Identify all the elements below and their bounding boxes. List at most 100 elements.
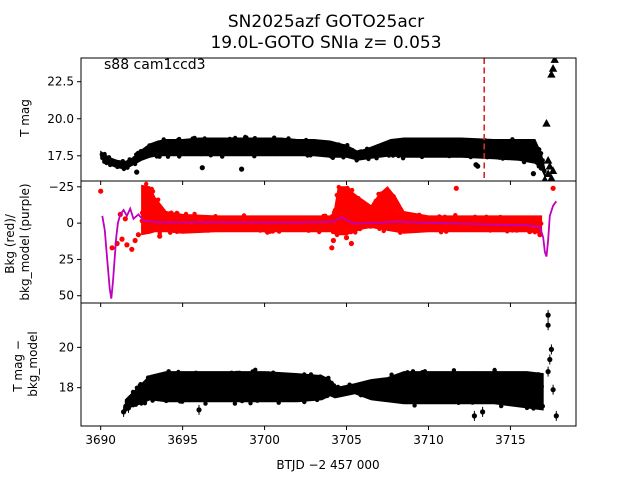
top-panel-data-point xyxy=(189,149,194,154)
top-panel-data-point xyxy=(363,148,369,154)
bottom-panel-data-point xyxy=(314,397,320,403)
top-panel-data-point xyxy=(161,137,166,142)
middle-panel-bkg-point xyxy=(141,226,146,231)
middle-panel-bkg-point xyxy=(345,228,350,233)
bottom-panel-data-point xyxy=(537,377,542,382)
bottom-panel-data-point xyxy=(498,384,503,389)
middle-panel-bkg-point xyxy=(148,196,153,201)
middle-panel-bkg-point xyxy=(397,221,403,227)
bottom-panel-data-point xyxy=(465,373,470,378)
bottom-panel-data-point xyxy=(140,389,145,394)
bottom-panel-xlabel: BTJD −2 457 000 xyxy=(276,458,379,472)
middle-panel-bkg-point xyxy=(442,214,448,219)
middle-panel-bkg-point xyxy=(266,215,272,221)
bottom-panel-data-point xyxy=(266,371,271,376)
bottom-panel-data-point xyxy=(326,384,331,390)
middle-panel-bkg-point xyxy=(357,226,363,232)
bottom-panel-data-point xyxy=(297,389,302,394)
middle-panel-bkg-point xyxy=(460,226,465,232)
top-panel-data-point xyxy=(312,151,317,156)
middle-panel-background: −25 0 25 50 Bkg (red)/ bkg_model (purple) xyxy=(3,180,577,307)
middle-panel-bkg-point xyxy=(208,216,213,221)
middle-panel-bkg-point xyxy=(364,218,369,223)
top-panel-data-point xyxy=(526,149,531,154)
bottom-panel-data-point xyxy=(177,399,183,404)
bottom-panel-data-point xyxy=(388,383,394,388)
top-panel-data-point xyxy=(142,152,147,158)
bottom-panel-xtick-label: 3715 xyxy=(495,433,526,447)
top-panel-data-point xyxy=(296,151,301,157)
middle-panel-bkg-point xyxy=(339,220,344,225)
top-panel-data-point xyxy=(102,151,107,157)
bottom-panel-data-point xyxy=(499,403,504,409)
bottom-panel-data-point xyxy=(451,368,457,373)
top-panel-data-point xyxy=(303,137,309,143)
middle-panel-bkg-point xyxy=(356,216,361,222)
top-panel-upper-limit-marker xyxy=(543,156,553,164)
bottom-panel-data-point xyxy=(198,387,204,393)
bottom-panel-data-point xyxy=(532,383,537,388)
middle-panel-bkg-point xyxy=(312,217,317,222)
middle-panel-bkg-point xyxy=(391,194,396,199)
top-panel-data-point xyxy=(243,140,248,145)
middle-panel-bkg-point xyxy=(175,211,180,216)
bottom-panel-data-point xyxy=(311,393,316,398)
middle-panel-bkg-point xyxy=(235,224,241,229)
middle-panel-ylabel-line: bkg_model (purple) xyxy=(18,183,32,300)
top-panel-data-point xyxy=(329,154,334,159)
top-panel-data-point xyxy=(286,136,291,141)
middle-panel-bkg-point xyxy=(346,213,352,219)
top-panel-plot-area xyxy=(99,58,559,181)
middle-panel-bkg-point xyxy=(531,220,536,225)
top-panel-data-point xyxy=(309,144,315,150)
bottom-panel-data-point xyxy=(175,391,180,396)
top-panel-data-point xyxy=(526,141,532,147)
middle-panel-ylabel-line: Bkg (red)/ xyxy=(3,213,17,274)
middle-panel-bkg-point xyxy=(352,200,357,205)
bottom-panel-data-point xyxy=(539,384,544,389)
bottom-panel-data-point xyxy=(263,380,269,385)
top-panel-data-point xyxy=(208,137,213,143)
top-panel-ytick-label: 17.5 xyxy=(47,149,74,163)
top-panel-data-point xyxy=(352,149,357,154)
middle-panel-bkg-point xyxy=(550,185,556,191)
top-panel-data-point xyxy=(395,148,400,153)
middle-panel-bkg-point xyxy=(154,214,160,219)
bottom-panel-data-point xyxy=(418,378,423,383)
middle-panel-bkg-point xyxy=(329,245,335,251)
bottom-panel-data-point xyxy=(494,370,499,376)
middle-panel-bkg-point xyxy=(399,207,404,213)
bottom-panel-data-point xyxy=(286,389,292,394)
middle-panel-bkg-point xyxy=(358,206,363,211)
middle-panel-bkg-point xyxy=(306,228,311,233)
top-panel-data-point xyxy=(197,137,202,143)
bottom-panel-data-point xyxy=(298,396,303,401)
bottom-panel-data-point xyxy=(260,388,265,394)
bottom-panel-data-point xyxy=(484,384,489,389)
bottom-panel-data-point xyxy=(337,388,342,394)
middle-panel-bkg-point xyxy=(348,240,354,247)
bottom-panel-data-point xyxy=(125,398,130,403)
top-panel-data-point xyxy=(125,165,130,170)
middle-panel-bkg-point xyxy=(454,219,459,224)
bottom-panel-data-point xyxy=(218,391,224,397)
top-panel-data-point xyxy=(308,153,313,158)
bottom-panel-data-point xyxy=(166,369,171,374)
top-panel-data-point xyxy=(136,156,141,162)
top-panel-data-point xyxy=(517,151,523,156)
top-panel-data-point xyxy=(199,165,205,171)
middle-panel-bkg-point xyxy=(176,228,181,234)
bottom-panel-data-point xyxy=(423,372,429,377)
bottom-panel-ytick-label: 20 xyxy=(59,340,74,354)
top-panel-data-point xyxy=(315,141,320,146)
top-panel-data-point xyxy=(116,160,121,166)
top-panel-data-point xyxy=(164,143,169,148)
top-panel-data-point xyxy=(134,169,140,175)
bottom-panel-data-point xyxy=(470,400,475,405)
top-panel-data-point xyxy=(165,154,171,159)
bottom-panel-data-point xyxy=(341,391,347,396)
bottom-panel-data-point xyxy=(375,387,381,392)
middle-panel-bkg-point xyxy=(194,225,200,230)
middle-panel-bkg-point xyxy=(183,211,189,217)
bottom-panel-data-point xyxy=(142,397,147,402)
